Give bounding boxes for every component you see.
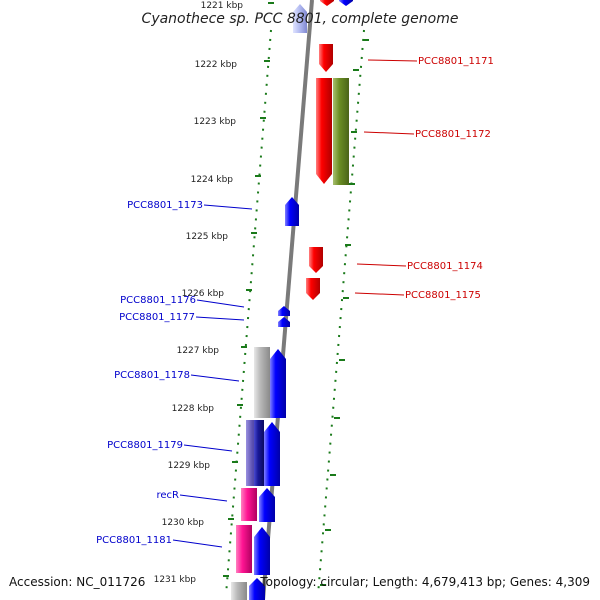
gene-arrow-pcc8801-1173[interactable] bbox=[285, 197, 299, 226]
gene-arrow-pcc8801-1177[interactable] bbox=[278, 317, 290, 327]
gene-arrow-pcc8801-1172[interactable] bbox=[316, 78, 332, 184]
leader-line bbox=[172, 539, 223, 548]
gene-arrow-recr[interactable] bbox=[259, 488, 275, 522]
gene-arrow-pcc8801-1174[interactable] bbox=[309, 247, 323, 273]
leader-line bbox=[203, 204, 253, 210]
gene-bar-gray[interactable] bbox=[254, 347, 270, 418]
gene-label[interactable]: PCC8801_1174 bbox=[407, 261, 483, 272]
ruler-tick-label: 1224 kbp bbox=[191, 175, 234, 185]
leader-line bbox=[367, 59, 418, 62]
gene-arrow-pcc8801-1171[interactable] bbox=[319, 44, 333, 72]
gene-label[interactable]: PCC8801_1172 bbox=[415, 129, 491, 140]
gene-arrow-pcc8801-1175[interactable] bbox=[306, 278, 320, 300]
ruler-tick-label: 1231 kbp bbox=[154, 575, 197, 585]
ruler-tick-label: 1230 kbp bbox=[162, 518, 205, 528]
gene-label[interactable]: PCC8801_1179 bbox=[107, 440, 183, 451]
gene-label[interactable]: PCC8801_1181 bbox=[96, 535, 172, 546]
gene-arrow[interactable] bbox=[293, 4, 307, 33]
gene-arrow-pcc8801-1176[interactable] bbox=[278, 306, 290, 316]
gene-bar-olive[interactable] bbox=[333, 78, 349, 185]
leader-line bbox=[354, 292, 405, 296]
gene-label[interactable]: recR bbox=[157, 490, 180, 501]
gene-arrow-pcc8801-1179[interactable] bbox=[264, 422, 280, 486]
gene-arrow[interactable] bbox=[249, 578, 265, 600]
gene-arrow[interactable] bbox=[320, 0, 334, 6]
gene-label[interactable]: PCC8801_1173 bbox=[127, 200, 203, 211]
leader-line bbox=[363, 131, 415, 135]
ruler-tick-label: 1223 kbp bbox=[194, 117, 237, 127]
gene-bar-recr[interactable] bbox=[241, 488, 257, 521]
gene-arrow-pcc8801-1181[interactable] bbox=[254, 527, 270, 575]
gene-arrow-pcc8801-1178[interactable] bbox=[270, 349, 286, 418]
ruler-tick-label: 1227 kbp bbox=[177, 346, 220, 356]
gene-features bbox=[231, 0, 353, 600]
ruler-tick-label: 1221 kbp bbox=[201, 1, 244, 11]
ruler-ticks: 1221 kbp 1222 kbp 1223 kbp 1224 kbp 1225 kbp… bbox=[154, 1, 369, 586]
gene-label[interactable]: PCC8801_1175 bbox=[405, 290, 481, 301]
leader-line bbox=[183, 444, 233, 452]
gene-bar-navy[interactable] bbox=[254, 420, 264, 486]
leader-line bbox=[196, 299, 245, 308]
map-title: Cyanothece sp. PCC 8801, complete genome bbox=[142, 11, 459, 27]
ruler-tick-label: 1222 kbp bbox=[195, 60, 238, 70]
gene-label[interactable]: PCC8801_1177 bbox=[119, 312, 195, 323]
gene-bar-gray[interactable] bbox=[231, 582, 247, 600]
ruler-tick-label: 1229 kbp bbox=[168, 461, 211, 471]
gene-label[interactable]: PCC8801_1171 bbox=[418, 56, 494, 67]
gene-bar-magenta[interactable] bbox=[236, 525, 252, 573]
accession-text: Accession: NC_011726 bbox=[9, 575, 145, 589]
ruler-tick-label: 1225 kbp bbox=[186, 232, 229, 242]
gene-label[interactable]: PCC8801_1178 bbox=[114, 370, 190, 381]
gene-labels: PCC8801_1171 PCC8801_1172 PCC8801_1174 PCC8… bbox=[96, 56, 494, 548]
topology-text: Topology: circular; Length: 4,679,413 bp… bbox=[259, 575, 590, 589]
ruler-tick-label: 1226 kbp bbox=[182, 289, 225, 299]
leader-line bbox=[179, 494, 228, 502]
leader-line bbox=[195, 316, 245, 321]
gene-label[interactable]: PCC8801_1176 bbox=[120, 295, 196, 306]
leader-line bbox=[190, 374, 240, 382]
ruler-tick-label: 1228 kbp bbox=[172, 404, 215, 414]
leader-line bbox=[356, 263, 407, 267]
gene-arrow[interactable] bbox=[339, 0, 353, 6]
